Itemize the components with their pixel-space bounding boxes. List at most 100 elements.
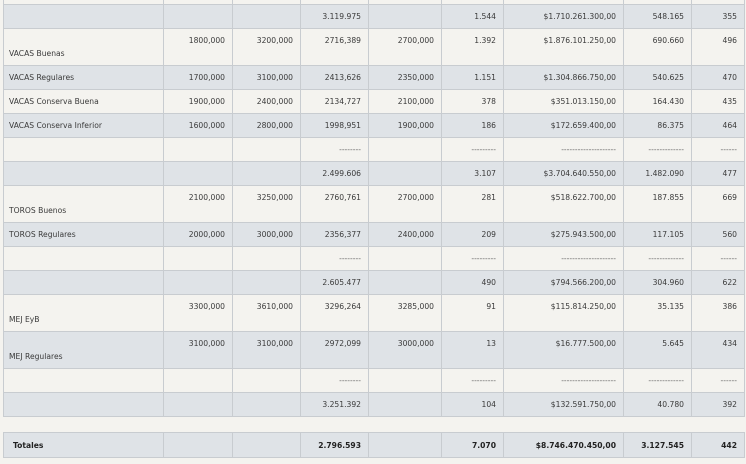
cell-col-2: 3100,000 <box>163 331 233 369</box>
cell-col-4: -------- <box>300 137 369 162</box>
cell-col-4: 3296,264 <box>300 294 369 332</box>
cell-col-6: 186 <box>441 113 504 138</box>
cell-col-9: 470 <box>691 65 745 90</box>
cell-col-4: -------- <box>300 246 369 271</box>
totals-category: Totales <box>3 432 164 458</box>
totals-col-6: 7.070 <box>441 432 504 458</box>
cell-col-6: 209 <box>441 222 504 247</box>
cell-category: VACAS Conserva Buena <box>3 89 164 114</box>
cell-col-3 <box>232 246 301 271</box>
cell-category: MEJ EyB <box>3 294 164 332</box>
cell-col-9: 496 <box>691 28 745 66</box>
cell-col-9: 434 <box>691 331 745 369</box>
cell-col-2: 1800,000 <box>163 28 233 66</box>
cell-category: MEJ Regulares <box>3 331 164 369</box>
cell-col-6: 1.151 <box>441 65 504 90</box>
cell-col-4: 2972,099 <box>300 331 369 369</box>
cell-col-6: 490 <box>441 270 504 295</box>
cell-col-8: 86.375 <box>623 113 692 138</box>
cell-col-2 <box>163 4 233 29</box>
cell-col-3: 3250,000 <box>232 185 301 223</box>
cell-col-4: 2.499.606 <box>300 161 369 186</box>
cell-col-4: 1998,951 <box>300 113 369 138</box>
cell-col-2 <box>163 270 233 295</box>
cell-amount: $518.622.700,00 <box>503 185 624 223</box>
table-row: MEJ EyB 3300,000 3610,000 3296,264 3285,000 9… <box>3 294 745 332</box>
cell-col-3 <box>232 161 301 186</box>
totals-col-9: 442 <box>691 432 745 458</box>
cell-col-6: 104 <box>441 392 504 417</box>
cell-col-5 <box>368 246 442 271</box>
cell-col-6: 91 <box>441 294 504 332</box>
table-row: -------- --------- -------------------- ---… <box>3 246 745 271</box>
cell-col-4: 2716,389 <box>300 28 369 66</box>
totals-amount: $8.746.470.450,00 <box>503 432 624 458</box>
cell-col-9: 386 <box>691 294 745 332</box>
cell-col-3 <box>232 4 301 29</box>
cell-col-6: --------- <box>441 368 504 393</box>
cell-col-4: 2413,626 <box>300 65 369 90</box>
cell-col-2: 2000,000 <box>163 222 233 247</box>
cell-col-8: 548.165 <box>623 4 692 29</box>
cell-col-6: 1.544 <box>441 4 504 29</box>
table-row: VACAS Conserva Inferior 1600,000 2800,000 1… <box>3 113 745 138</box>
cell-category: TOROS Buenos <box>3 185 164 223</box>
cell-col-5: 3285,000 <box>368 294 442 332</box>
cell-amount: -------------------- <box>503 137 624 162</box>
cell-col-9: ------ <box>691 368 745 393</box>
cell-col-2 <box>163 368 233 393</box>
cell-amount: $275.943.500,00 <box>503 222 624 247</box>
cell-col-5: 2400,000 <box>368 222 442 247</box>
cell-amount: $794.566.200,00 <box>503 270 624 295</box>
cell-col-9: 622 <box>691 270 745 295</box>
totals-col-5 <box>368 432 442 458</box>
cell-col-3: 3610,000 <box>232 294 301 332</box>
cell-col-6: --------- <box>441 246 504 271</box>
cell-category: VACAS Conserva Inferior <box>3 113 164 138</box>
cell-col-9: 435 <box>691 89 745 114</box>
table-row: -------- --------- -------------------- ---… <box>3 137 745 162</box>
cell-col-4: 3.119.975 <box>300 4 369 29</box>
cell-col-3: 3000,000 <box>232 222 301 247</box>
cell-col-5: 3000,000 <box>368 331 442 369</box>
cell-col-8: 690.660 <box>623 28 692 66</box>
cell-amount: $115.814.250,00 <box>503 294 624 332</box>
table-row: 3.251.392 104 $132.591.750,00 40.780 392 <box>3 392 745 417</box>
cell-col-6: 3.107 <box>441 161 504 186</box>
cell-col-5 <box>368 392 442 417</box>
cell-col-8: 304.960 <box>623 270 692 295</box>
cell-col-6: --------- <box>441 137 504 162</box>
cell-amount: $3.704.640.550,00 <box>503 161 624 186</box>
cell-category: VACAS Buenas <box>3 28 164 66</box>
totals-col-3 <box>232 432 301 458</box>
livestock-table: 3.119.975 1.544 $1.710.261.300,00 548.165 35… <box>3 0 745 417</box>
cell-col-2: 1600,000 <box>163 113 233 138</box>
cell-col-8: ------------- <box>623 137 692 162</box>
cell-col-3 <box>232 270 301 295</box>
cell-amount: $1.710.261.300,00 <box>503 4 624 29</box>
cell-col-4: 3.251.392 <box>300 392 369 417</box>
cell-col-9: ------ <box>691 137 745 162</box>
cell-col-3: 2400,000 <box>232 89 301 114</box>
cell-col-8: ------------- <box>623 246 692 271</box>
cell-col-5: 2700,000 <box>368 28 442 66</box>
cell-col-9: ------ <box>691 246 745 271</box>
cell-amount: $351.013.150,00 <box>503 89 624 114</box>
totals-col-2 <box>163 432 233 458</box>
cell-col-4: 2356,377 <box>300 222 369 247</box>
cell-col-4: -------- <box>300 368 369 393</box>
cell-col-9: 355 <box>691 4 745 29</box>
cell-col-3 <box>232 392 301 417</box>
cell-col-5 <box>368 137 442 162</box>
cell-amount: $132.591.750,00 <box>503 392 624 417</box>
cell-col-9: 560 <box>691 222 745 247</box>
cell-col-2 <box>163 161 233 186</box>
cell-col-2 <box>163 137 233 162</box>
cell-col-5 <box>368 161 442 186</box>
cell-category <box>3 270 164 295</box>
cell-category: TOROS Regulares <box>3 222 164 247</box>
cell-col-2 <box>163 246 233 271</box>
table-row: VACAS Buenas 1800,000 3200,000 2716,389 2700… <box>3 28 745 66</box>
cell-amount: -------------------- <box>503 246 624 271</box>
cell-amount: $172.659.400,00 <box>503 113 624 138</box>
